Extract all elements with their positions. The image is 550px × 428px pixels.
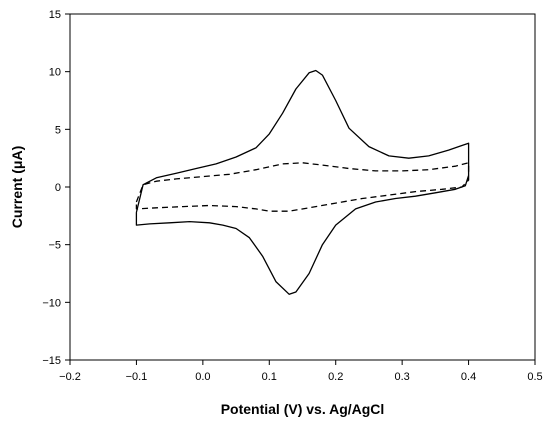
- ticks-layer: −0.2 −0.1 0.0 0.1 0.2 0.3 0.4 0.5 −15 −10 −5 0 5 10 15: [42, 9, 542, 383]
- y-tick-label: 0: [55, 182, 61, 194]
- x-tick-label: 0.4: [461, 371, 476, 383]
- x-tick-label: −0.2: [59, 371, 81, 383]
- y-tick-label: −15: [42, 355, 61, 367]
- x-tick-label: 0.5: [527, 371, 542, 383]
- y-tick-label: −10: [42, 297, 61, 309]
- x-tick-label: 0.2: [328, 371, 343, 383]
- x-axis-title: Potential (V) vs. Ag/AgCl: [221, 401, 385, 417]
- y-tick-label: 5: [55, 124, 61, 136]
- x-tick-label: 0.1: [262, 371, 277, 383]
- y-axis-title: Current (μA): [9, 146, 25, 228]
- x-tick-label: 0.3: [394, 371, 409, 383]
- solid-voltammogram-line: [135, 69, 470, 295]
- x-tick-label: −0.1: [126, 371, 148, 383]
- y-tick-label: 15: [49, 9, 61, 21]
- y-tick-label: 10: [49, 67, 61, 79]
- y-tick-label: −5: [48, 240, 61, 252]
- plot-frame: [69, 13, 536, 361]
- dashed-voltammogram-line: [135, 162, 470, 212]
- series-layer: [135, 69, 470, 295]
- x-tick-label: 0.0: [195, 371, 210, 383]
